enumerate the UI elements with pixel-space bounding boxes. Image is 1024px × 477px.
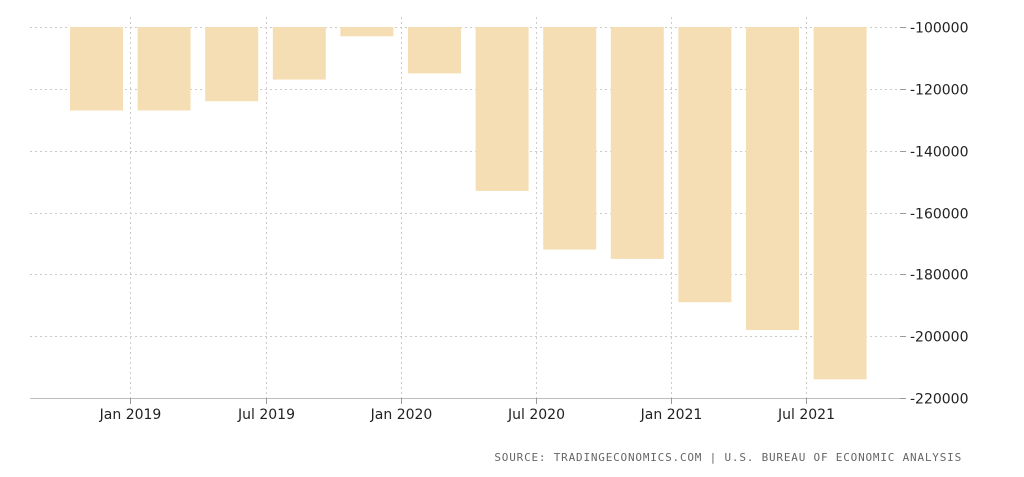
bar: Q1 2019: [137, 27, 191, 111]
y-tick-label: -120000: [910, 83, 969, 99]
y-axis-ticks: -100000 -120000 -140000 -160000 -180000 -2000…: [900, 21, 969, 408]
y-tick-label: -140000: [910, 145, 969, 161]
x-tick-label: Jul 2019: [237, 407, 295, 423]
source-label: SOURCE: TRADINGECONOMICS.COM | U.S. BURE…: [494, 451, 962, 464]
bar: Q1 2021: [678, 27, 732, 303]
x-tick-label: Jul 2021: [777, 407, 835, 423]
y-tick-label: -220000: [910, 392, 969, 408]
y-tick-label: -200000: [910, 330, 969, 346]
x-tick-label: Jul 2020: [507, 407, 565, 423]
bar: Q2 2019: [205, 27, 259, 102]
y-tick-label: -100000: [910, 21, 969, 37]
bars: Q4 2018 Q1 2019 Q2 2019Q3 2019 Q4 2019 Q1 20…: [70, 27, 867, 380]
bar: Q1 2020: [408, 27, 461, 74]
x-tick-label: Jan 2020: [370, 407, 433, 423]
y-tick-label: -160000: [910, 207, 969, 223]
bar: Q3 2020: [543, 27, 597, 250]
bar: Q4 2019: [340, 27, 394, 37]
bar: Q2 2020: [475, 27, 529, 191]
x-tick-label: Jan 2021: [640, 407, 703, 423]
x-axis-ticks: Jan 2019 Jul 2019 Jan 2020 Jul 2020 Jan 2021…: [99, 398, 835, 423]
y-tick-label: -180000: [910, 268, 969, 284]
bar: Q4 2020: [610, 27, 664, 259]
bar: Q4 2018: [70, 27, 123, 111]
bar: Q2 2021: [746, 27, 799, 330]
x-tick-label: Jan 2019: [99, 407, 162, 423]
bar: Q3 2021: [813, 27, 867, 380]
bar: Q3 2019: [272, 27, 326, 80]
